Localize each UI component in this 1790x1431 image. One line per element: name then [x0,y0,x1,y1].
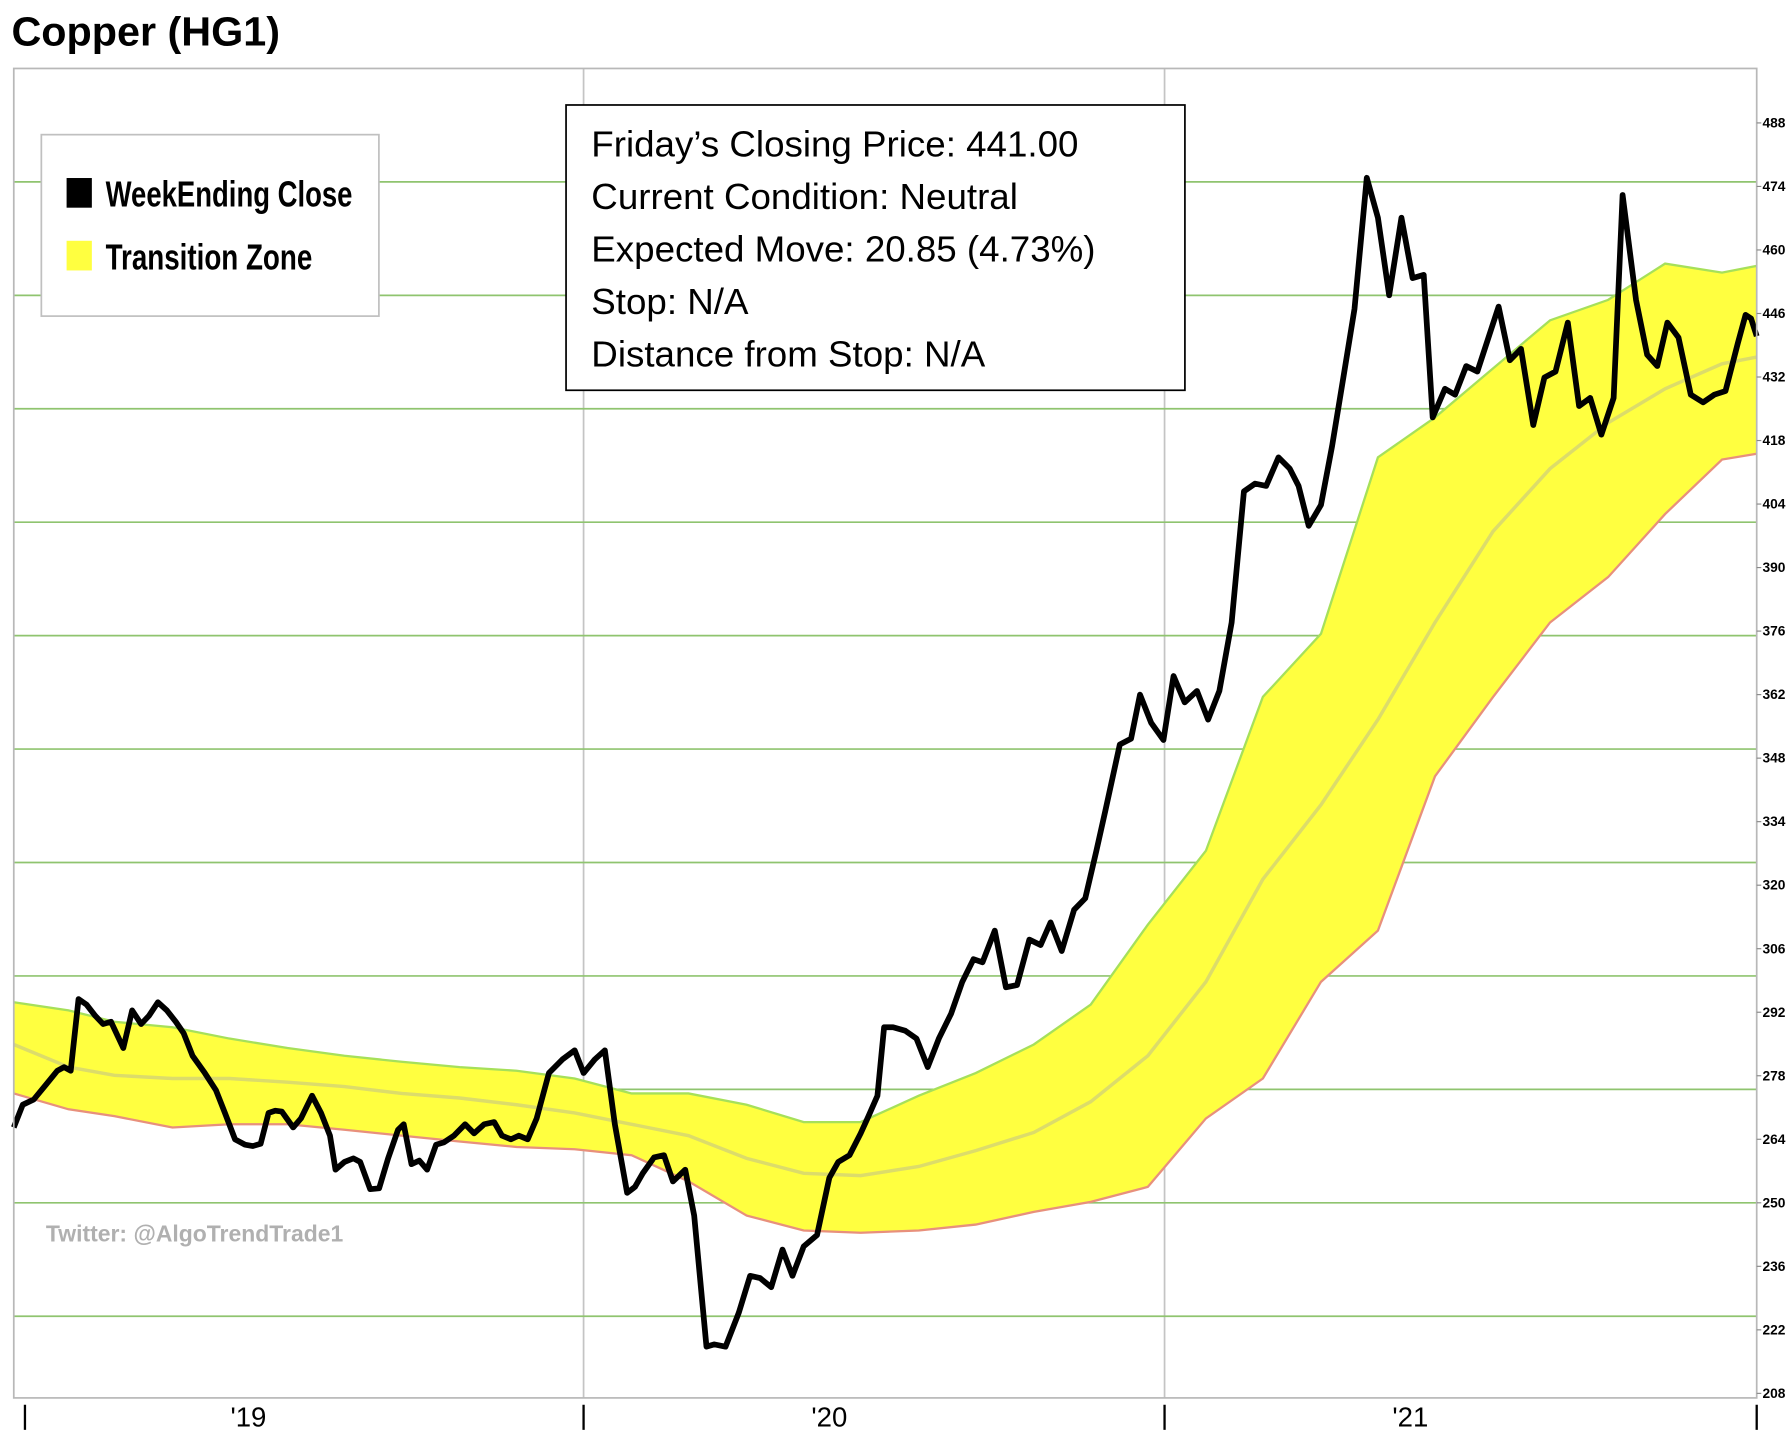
y-tick-label: 390 [1762,560,1785,575]
legend-label: WeekEnding Close [106,174,353,215]
info-line: Distance from Stop: N/A [591,333,985,374]
zone-middle-line [13,355,1758,1178]
x-tick-label: '20 [811,1402,847,1431]
y-tick-label: 446 [1762,306,1785,321]
y-tick-label: 292 [1762,1005,1785,1020]
info-box: Friday’s Closing Price: 441.00 Current C… [565,104,1186,392]
y-tick-label: 488 [1762,116,1785,131]
y-tick-label: 208 [1762,1386,1785,1401]
info-line: Friday’s Closing Price: 441.00 [591,123,1078,164]
y-tick-label: 236 [1762,1259,1785,1274]
watermark: Twitter: @AlgoTrendTrade1 [46,1221,344,1247]
info-line: Stop: N/A [591,281,749,322]
info-line: Current Condition: Neutral [591,176,1018,217]
y-tick-label: 320 [1762,878,1785,893]
y-tick-label: 250 [1762,1195,1785,1210]
chart-title: Copper (HG1) [11,9,280,55]
info-line: Expected Move: 20.85 (4.73%) [591,228,1095,269]
y-tick-label: 474 [1762,179,1785,194]
y-tick-label: 222 [1762,1322,1785,1337]
y-tick-label: 404 [1762,497,1785,512]
y-tick-label: 362 [1762,687,1785,702]
y-tick-label: 432 [1762,370,1785,385]
y-tick-label: 460 [1762,243,1785,258]
y-tick-label: 418 [1762,433,1785,448]
transition-zone [13,263,1757,1233]
y-tick-label: 376 [1762,624,1785,639]
y-tick-label: 334 [1762,814,1785,829]
legend: WeekEnding Close Transition Zone [40,133,380,317]
plot-frame [12,67,1758,1399]
y-tick-label: 278 [1762,1068,1785,1083]
legend-box [40,133,380,317]
legend-swatch [66,178,92,208]
close-line [11,174,1760,1350]
x-tick-label: '19 [230,1402,266,1431]
y-tick-label: 306 [1762,941,1785,956]
y-tick-label: 348 [1762,751,1785,766]
legend-swatch [66,240,92,271]
y-tick-label: 264 [1762,1132,1785,1147]
zone-upper-edge [13,262,1757,1124]
x-tick-label: '21 [1392,1402,1428,1431]
legend-label: Transition Zone [106,236,313,277]
info-box-frame [565,104,1186,392]
